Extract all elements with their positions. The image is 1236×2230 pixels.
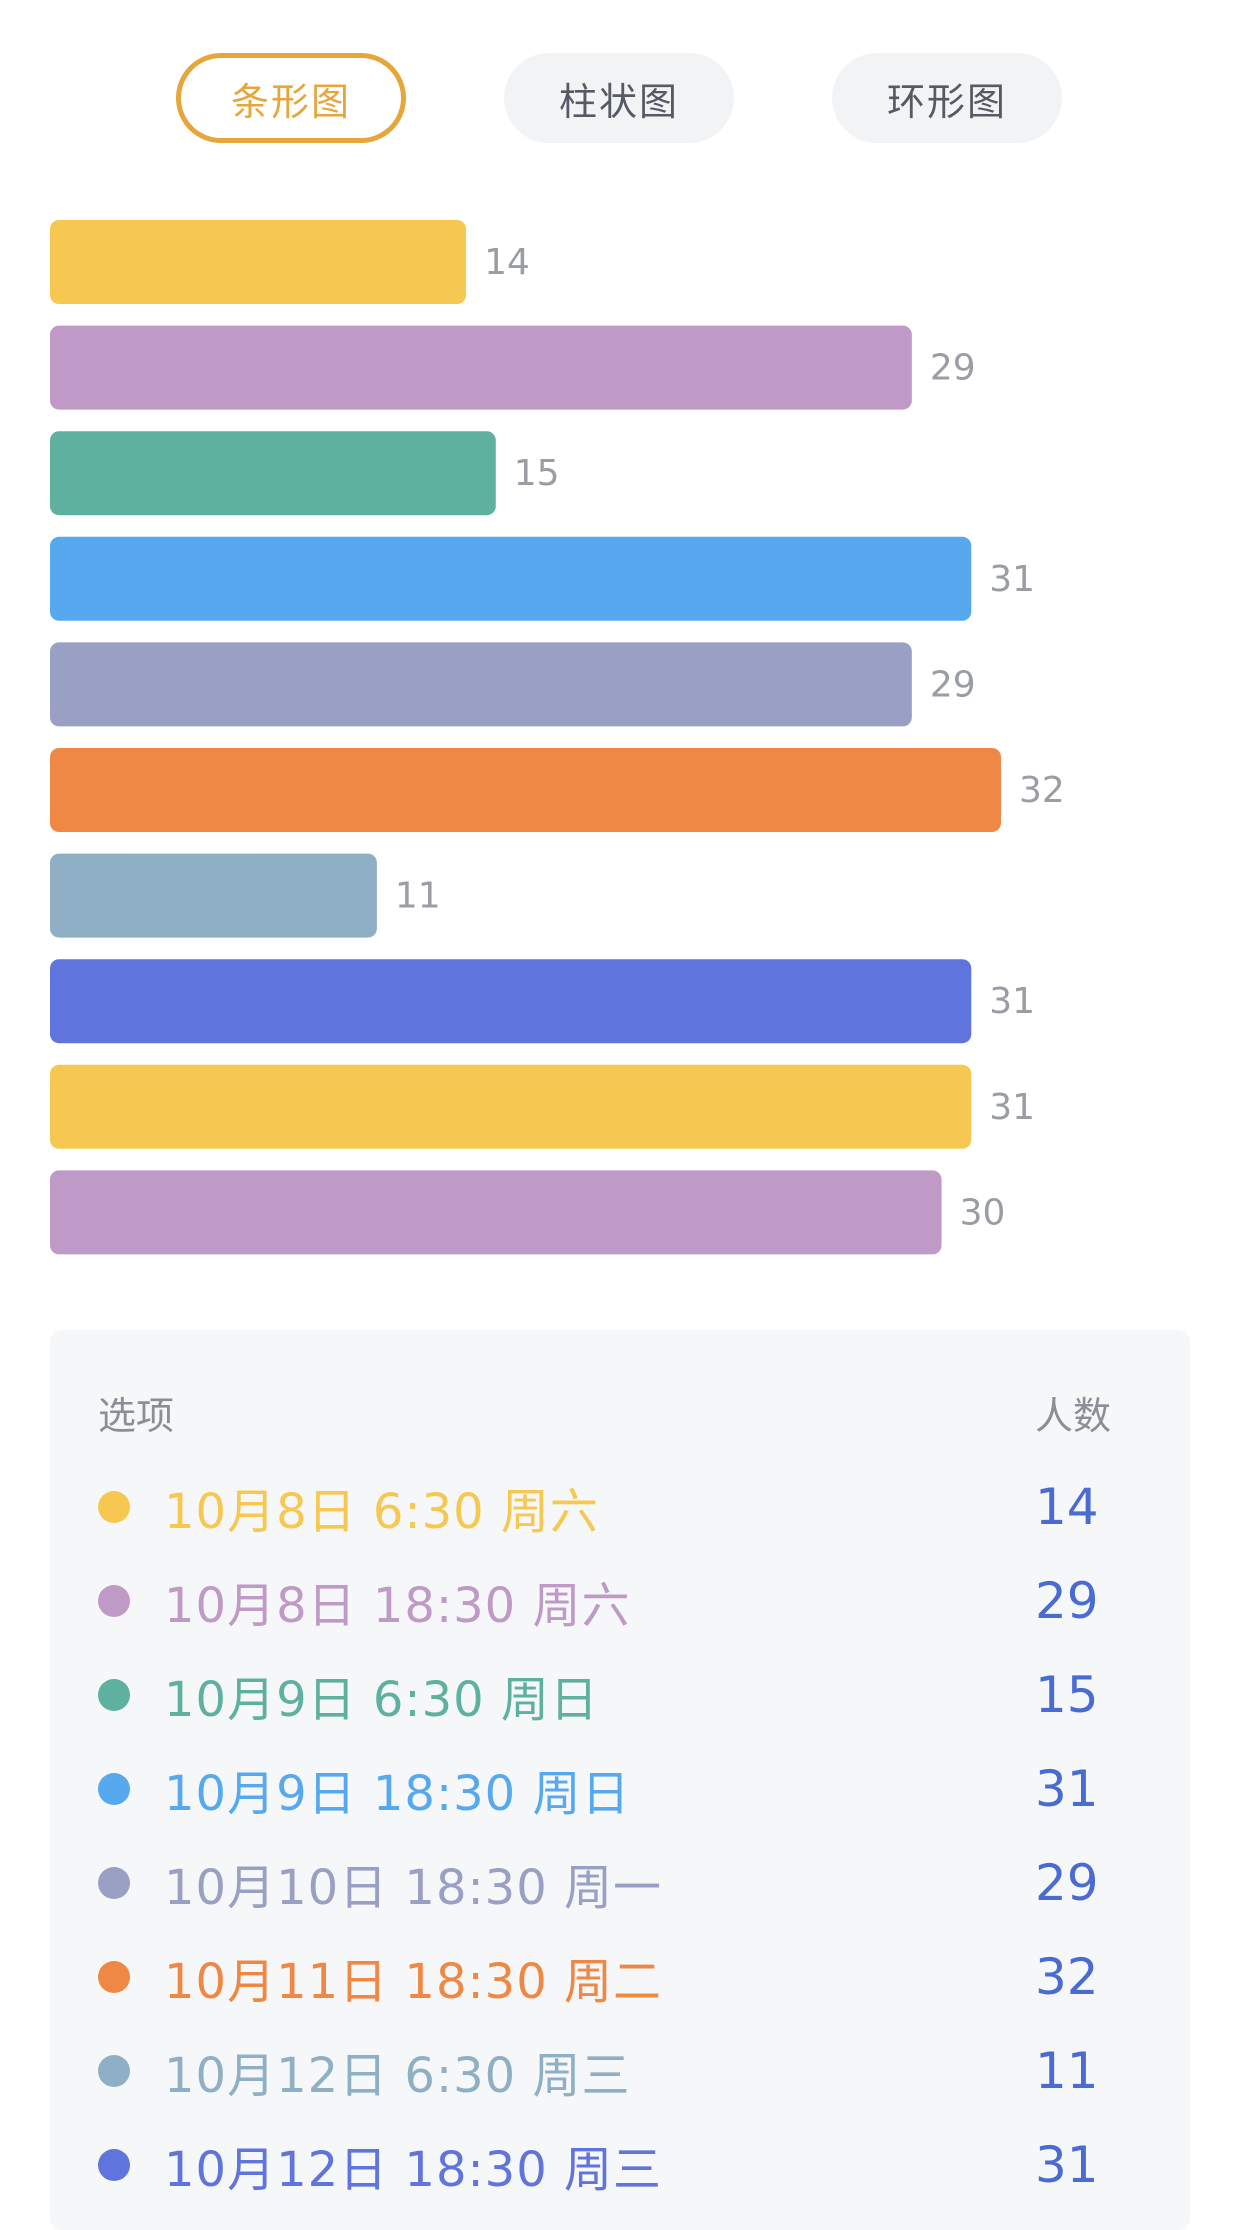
row-count: 15 xyxy=(1035,1666,1099,1724)
row-count: 14 xyxy=(1035,1478,1099,1536)
bar xyxy=(50,1170,942,1255)
color-dot-icon xyxy=(98,1867,130,1899)
bar xyxy=(50,748,1001,832)
table-row: 10月12日 18:30 周三 31 xyxy=(98,2118,1148,2212)
row-option-label: 10月9日 18:30 周日 xyxy=(164,1766,631,1822)
bar xyxy=(50,220,467,304)
table-header: 选项 人数 xyxy=(98,1385,1148,1438)
row-option-label: 10月8日 18:30 周六 xyxy=(164,1578,631,1634)
bar-value-label: 14 xyxy=(484,242,530,283)
bar-value-label: 29 xyxy=(930,348,976,389)
row-count: 11 xyxy=(1035,2042,1099,2100)
bar xyxy=(50,959,972,1044)
row-count: 29 xyxy=(1035,1854,1099,1912)
bar-chart: 14 29 15 31 29 32 11 31 31 30 xyxy=(50,220,1065,1255)
table-row: 10月8日 18:30 周六 29 xyxy=(98,1554,1148,1648)
bar xyxy=(50,1064,972,1149)
row-option-label: 10月12日 18:30 周三 xyxy=(164,2142,663,2198)
bar-value-label: 30 xyxy=(960,1192,1006,1233)
bar xyxy=(50,536,972,621)
table-rows: 10月8日 6:30 周六 14 10月8日 18:30 周六 29 10月9日 6:3… xyxy=(98,1460,1148,2212)
header-option: 选项 xyxy=(98,1394,175,1438)
bar-value-label: 31 xyxy=(989,559,1035,600)
row-count: 32 xyxy=(1035,1948,1099,2006)
bar-value-label: 31 xyxy=(989,981,1035,1022)
color-dot-icon xyxy=(98,1773,130,1805)
color-dot-icon xyxy=(98,1491,130,1523)
color-dot-icon xyxy=(98,1961,130,1993)
table-row: 10月11日 18:30 周二 32 xyxy=(98,1930,1148,2024)
row-option-label: 10月12日 6:30 周三 xyxy=(164,2048,631,2104)
bar xyxy=(50,642,912,727)
chart-type-tabs: 条形图 柱状图 环形图 xyxy=(0,0,1236,160)
tab-donut-chart[interactable]: 环形图 xyxy=(832,53,1062,143)
bar xyxy=(50,431,496,516)
bar xyxy=(50,853,377,938)
row-option-label: 10月9日 6:30 周日 xyxy=(164,1672,599,1728)
tab-bar-chart[interactable]: 条形图 xyxy=(176,53,406,143)
color-dot-icon xyxy=(98,2055,130,2087)
bar-value-label: 32 xyxy=(1019,770,1065,811)
bar xyxy=(50,325,912,410)
row-count: 31 xyxy=(1035,2136,1099,2194)
color-dot-icon xyxy=(98,1585,130,1617)
color-dot-icon xyxy=(98,2149,130,2181)
legend-table: 选项 人数 10月8日 6:30 周六 14 10月8日 18:30 周六 29 10月… xyxy=(50,1330,1190,2230)
row-count: 31 xyxy=(1035,1760,1099,1818)
bar-value-label: 11 xyxy=(395,876,441,917)
table-row: 10月9日 18:30 周日 31 xyxy=(98,1742,1148,1836)
bar-value-label: 15 xyxy=(514,453,560,494)
header-count: 人数 xyxy=(1035,1394,1112,1438)
row-option-label: 10月11日 18:30 周二 xyxy=(164,1954,663,2010)
color-dot-icon xyxy=(98,1679,130,1711)
row-option-label: 10月10日 18:30 周一 xyxy=(164,1860,663,1916)
table-row: 10月8日 6:30 周六 14 xyxy=(98,1460,1148,1554)
bar-value-label: 31 xyxy=(989,1087,1035,1128)
tab-column-chart[interactable]: 柱状图 xyxy=(504,53,734,143)
table-row: 10月10日 18:30 周一 29 xyxy=(98,1836,1148,1930)
row-count: 29 xyxy=(1035,1572,1099,1630)
bar-value-label: 29 xyxy=(930,664,976,705)
table-row: 10月9日 6:30 周日 15 xyxy=(98,1648,1148,1742)
row-option-label: 10月8日 6:30 周六 xyxy=(164,1484,599,1540)
table-row: 10月12日 6:30 周三 11 xyxy=(98,2024,1148,2118)
